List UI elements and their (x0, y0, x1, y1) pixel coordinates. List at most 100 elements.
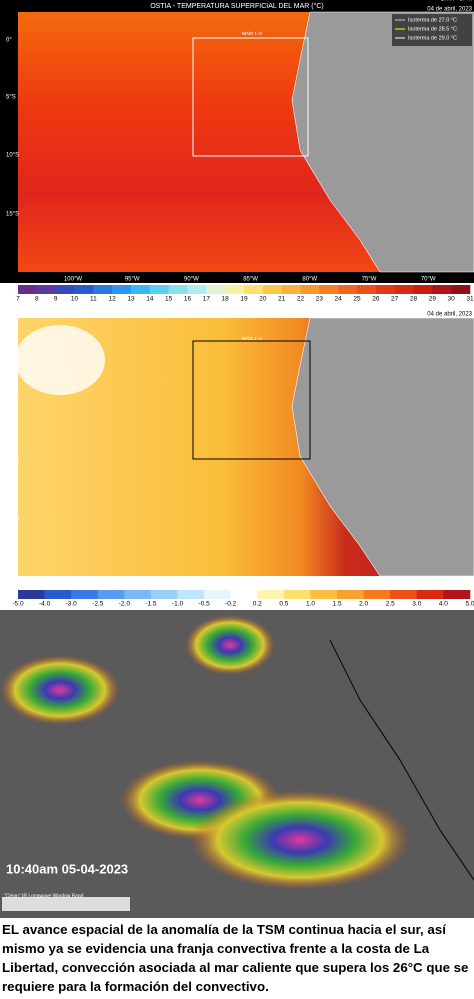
colorbar-label: 0.2 (253, 601, 262, 608)
colorbar-swatch (337, 590, 364, 599)
coastline (329, 639, 474, 881)
colorbar-label: 5.0 (465, 601, 474, 608)
colorbar-label: 10 (71, 296, 79, 303)
colorbar-swatch (97, 590, 125, 599)
colorbar-swatch (18, 285, 38, 294)
colorbar-label: 0.5 (279, 601, 288, 608)
colorbar-label: 7 (16, 296, 20, 303)
colorbar-label: 19 (240, 296, 248, 303)
colorbar-swatch (74, 285, 94, 294)
legend-bg (392, 14, 472, 46)
colorbar-label: 25 (353, 296, 361, 303)
colorbar-label: 15 (165, 296, 173, 303)
colorbar-swatch (319, 285, 339, 294)
colorbar-label: 1.5 (333, 601, 342, 608)
lon-label: 85°W (243, 277, 258, 283)
colorbar-label: 31 (466, 296, 474, 303)
date: 04 de abril, 2023 (427, 312, 472, 318)
lat-label: 10°S (6, 458, 19, 464)
colorbar-swatch (338, 285, 358, 294)
caption: EL avance espacial de la anomalía de la … (2, 922, 469, 994)
colorbar-label: -1.5 (145, 601, 157, 608)
colorbar-swatch (150, 590, 178, 599)
colorbar-swatch (390, 590, 418, 599)
colorbar-swatch (177, 590, 205, 599)
lon-label: 100°W (64, 277, 82, 283)
lon-label: 80°W (302, 277, 317, 283)
colorbar-swatch (443, 590, 471, 599)
lon-label: 95°W (125, 582, 140, 588)
colorbar-label: 21 (278, 296, 286, 303)
colorbar-swatch (394, 285, 414, 294)
lat-label: 15°S (6, 212, 19, 218)
legend-label: Isoterma de 27.0 °C (408, 17, 457, 23)
colorbar-label: 16 (184, 296, 192, 303)
colorbar-swatch (244, 285, 264, 294)
nino-box (192, 340, 311, 460)
colorbar-swatch (416, 590, 444, 599)
figure: 10:40am 05-04-2023 "Clean" IR Longwave W… (0, 0, 474, 918)
colorbar-label: 20 (259, 296, 267, 303)
cloud (0, 655, 120, 725)
colorbar-label: 23 (316, 296, 324, 303)
colorbar-swatch (225, 285, 245, 294)
colorbar-label: -0.2 (225, 601, 237, 608)
colorbar-label: -4.0 (39, 601, 51, 608)
neg-anomaly (15, 325, 105, 395)
colorbar-label: -3.0 (66, 601, 78, 608)
colorbar-swatch (310, 590, 338, 599)
colorbar-swatch (55, 285, 75, 294)
colorbar-swatch (44, 590, 72, 599)
legend-label: Isoterma de 29.0 °C (408, 35, 457, 41)
colorbar-label: 2.0 (359, 601, 368, 608)
colorbar-swatch (36, 285, 56, 294)
colorbar-label: 17 (203, 296, 211, 303)
colorbar-label: 4.0 (439, 601, 448, 608)
colorbar-label: 11 (90, 296, 97, 303)
colorbar-swatch (168, 285, 188, 294)
band-label: "Clean" IR Longwave Window Band (4, 893, 84, 899)
agency: DMA - SPM (441, 0, 472, 3)
timestamp: 10:40am 05-04-2023 (6, 861, 128, 876)
lon-label: 75°W (362, 277, 377, 283)
colorbar-swatch (187, 285, 207, 294)
lat-label: 0° (6, 343, 12, 349)
colorbar-label: 24 (335, 296, 343, 303)
colorbar-label: 8 (35, 296, 39, 303)
band-bar (2, 897, 130, 911)
colorbar-swatch (131, 285, 151, 294)
colorbar-label: 14 (146, 296, 154, 303)
lon-label: 100°W (64, 582, 82, 588)
colorbar-label: 22 (297, 296, 305, 303)
colorbar-swatch (281, 285, 301, 294)
colorbar-label: 26 (372, 296, 380, 303)
colorbar-label: -2.0 (119, 601, 131, 608)
colorbar-label: 12 (109, 296, 117, 303)
colorbar-swatch (283, 590, 311, 599)
date: 04 de abril, 2023 (427, 7, 472, 13)
colorbar-label: 30 (448, 296, 456, 303)
colorbar-swatch (124, 590, 152, 599)
box-label: NIÑO 1+2 (242, 335, 263, 341)
lat-label: 0° (6, 38, 12, 44)
colorbar-swatch (18, 590, 45, 599)
lon-label: 90°W (184, 277, 199, 283)
colorbar-label: 18 (222, 296, 230, 303)
colorbar-label: 3.0 (412, 601, 421, 608)
cloud (185, 615, 275, 675)
colorbar-label: 9 (54, 296, 58, 303)
lon-label: 75°W (362, 582, 377, 588)
lat-label: 10°S (6, 153, 19, 159)
colorbar-swatch (257, 590, 285, 599)
colorbar-swatch (230, 590, 258, 599)
lon-label: 70°W (421, 277, 436, 283)
colorbar-swatch (206, 285, 226, 294)
colorbar-swatch (375, 285, 395, 294)
colorbar-label: -5.0 (12, 601, 24, 608)
lat-label: 15°S (6, 517, 19, 523)
land (291, 11, 474, 273)
nino-box (192, 37, 309, 157)
lon-label: 80°W (302, 582, 317, 588)
map-title: OSTIA - TEMPERATURA SUPERFICIAL DEL MAR … (150, 2, 324, 10)
